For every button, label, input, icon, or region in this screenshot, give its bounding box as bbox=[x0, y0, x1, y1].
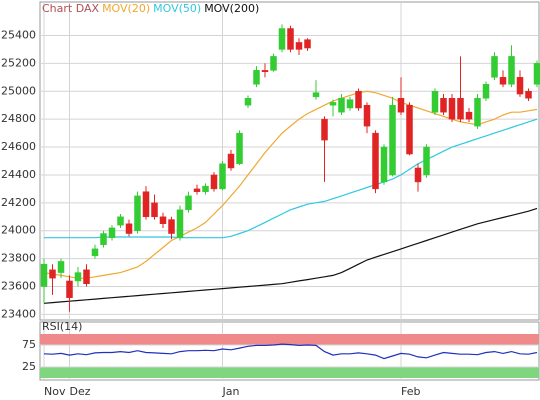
candle-body bbox=[219, 163, 226, 190]
candle-body bbox=[355, 91, 362, 109]
chart-title: Chart DAX bbox=[42, 2, 100, 15]
candle-body bbox=[516, 77, 524, 95]
legend-entry: MOV(20) bbox=[102, 2, 150, 15]
candle-body bbox=[142, 191, 150, 218]
candle-body bbox=[91, 248, 99, 257]
candle-body bbox=[270, 56, 277, 71]
main-plot-frame bbox=[39, 1, 540, 321]
candle-body bbox=[202, 185, 209, 192]
y-tick-label: 25400 bbox=[1, 28, 36, 41]
candle-body bbox=[295, 42, 303, 50]
candle-body bbox=[168, 219, 175, 234]
candle-body bbox=[185, 195, 192, 211]
candle-body bbox=[40, 263, 48, 287]
x-tick-label: Jan bbox=[222, 385, 240, 398]
x-tick-label: Dez bbox=[70, 385, 91, 398]
candle-body bbox=[57, 261, 65, 273]
candle-body bbox=[363, 104, 371, 127]
candle-body bbox=[448, 97, 456, 120]
rsi-plot-frame bbox=[39, 321, 540, 381]
candle-body bbox=[406, 104, 413, 155]
candle-body bbox=[338, 97, 345, 113]
legend-entry: MOV(200) bbox=[204, 2, 259, 15]
candle-body bbox=[227, 153, 235, 169]
y-tick-label: 75 bbox=[22, 338, 36, 351]
candle-body bbox=[278, 28, 286, 50]
candle-body bbox=[491, 56, 498, 78]
candle-body bbox=[346, 99, 354, 109]
candle-body bbox=[440, 97, 447, 113]
rsi-band bbox=[40, 367, 539, 378]
y-tick-label: 23600 bbox=[1, 280, 36, 293]
x-tick-label: Feb bbox=[401, 385, 420, 398]
candle-body bbox=[321, 118, 328, 141]
candle-body bbox=[397, 97, 405, 113]
candle-body bbox=[414, 167, 422, 183]
x-tick-label: Nov bbox=[44, 385, 66, 398]
moving-average-line bbox=[43, 207, 538, 304]
candle-body bbox=[159, 216, 167, 225]
candle-body bbox=[508, 56, 515, 85]
candle-body bbox=[100, 233, 107, 245]
candle-body bbox=[499, 77, 507, 85]
rsi-line bbox=[43, 343, 538, 360]
moving-average-line bbox=[44, 118, 538, 239]
y-tick-label: 24800 bbox=[1, 112, 36, 125]
legend-entry: MOV(50) bbox=[153, 2, 201, 15]
candle-body bbox=[525, 91, 532, 99]
moving-average-line bbox=[43, 90, 538, 279]
candle-body bbox=[49, 269, 56, 279]
y-tick-label: 24400 bbox=[1, 168, 36, 181]
panel-title: RSI(14) bbox=[42, 320, 82, 333]
candle-body bbox=[533, 63, 540, 85]
candle-body bbox=[304, 39, 311, 49]
candle-body bbox=[261, 70, 269, 72]
y-tick-label: 23400 bbox=[1, 307, 36, 320]
candle-body bbox=[431, 91, 439, 113]
candle-body bbox=[151, 202, 158, 218]
candle-body bbox=[372, 132, 379, 190]
candle-body bbox=[253, 70, 260, 85]
candle-body bbox=[287, 28, 294, 50]
candle-body bbox=[329, 102, 337, 106]
y-tick-label: 25200 bbox=[1, 56, 36, 69]
candle-body bbox=[125, 223, 133, 234]
candle-body bbox=[134, 195, 141, 231]
y-tick-label: 24000 bbox=[1, 224, 36, 237]
candle-body bbox=[210, 174, 218, 190]
candle-body bbox=[108, 227, 116, 238]
candle-body bbox=[380, 146, 388, 183]
candle-body bbox=[117, 216, 124, 226]
candle-body bbox=[389, 104, 396, 176]
candle-body bbox=[244, 97, 252, 106]
candle-body bbox=[236, 132, 243, 165]
candle-body bbox=[176, 209, 184, 238]
y-tick-label: 25 bbox=[22, 360, 36, 373]
y-tick-label: 24200 bbox=[1, 196, 36, 209]
candle-body bbox=[193, 188, 201, 192]
candle-body bbox=[74, 272, 82, 282]
candle-body bbox=[312, 92, 320, 98]
candle-body bbox=[423, 146, 430, 176]
y-tick-label: 25000 bbox=[1, 84, 36, 97]
y-tick-label: 24600 bbox=[1, 140, 36, 153]
candle-body bbox=[457, 97, 464, 120]
y-tick-label: 23800 bbox=[1, 252, 36, 265]
candle-body bbox=[83, 269, 90, 284]
rsi-band bbox=[40, 334, 539, 345]
candle-body bbox=[474, 97, 481, 127]
candle-body bbox=[465, 111, 473, 120]
candle-body bbox=[66, 280, 73, 298]
candle-body bbox=[482, 84, 490, 99]
